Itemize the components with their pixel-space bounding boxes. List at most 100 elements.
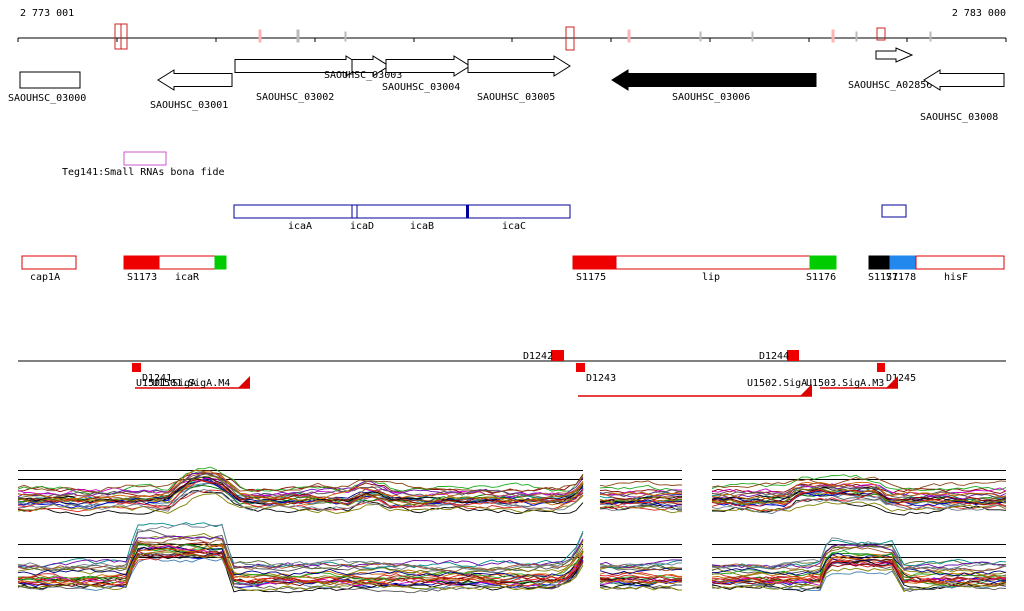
signal-line [17, 543, 584, 582]
signal-line [711, 498, 1007, 516]
signal-line [599, 574, 682, 582]
ruler-mark [876, 27, 886, 41]
signal-line [599, 493, 682, 501]
tss-marker-d1241[interactable] [132, 363, 141, 372]
gene-saouhsc_03006[interactable] [611, 69, 817, 91]
signal-line [711, 476, 1007, 492]
gene-saouhsc_03005[interactable] [467, 55, 571, 77]
signal-line [599, 563, 682, 571]
signal-line [599, 495, 682, 503]
signal-line [17, 473, 584, 494]
gene-label: SAOUHSC_03000 [8, 93, 86, 104]
feature-s1177[interactable] [868, 255, 891, 270]
signal-line [17, 475, 584, 507]
tss-marker-d1244[interactable] [787, 350, 799, 361]
ruler-mark [120, 23, 128, 50]
gene-label: SAOUHSC_03001 [150, 100, 228, 111]
gene-label: SAOUHSC_03004 [382, 82, 460, 93]
ruler-mark [565, 26, 575, 51]
feature-label: lip [702, 272, 720, 283]
srna-box-teg141[interactable] [123, 151, 167, 166]
signal-line [599, 576, 682, 583]
operon-label: icaD [350, 221, 374, 232]
gene-saouhsc_03001[interactable] [157, 69, 233, 91]
signal-line [711, 483, 1007, 497]
operon-box-ica[interactable] [233, 204, 571, 219]
signal-line [17, 535, 584, 569]
transcript-label: U1503.SigA.M3 [806, 378, 884, 389]
signal-line [17, 493, 584, 514]
ruler-mark [344, 31, 347, 42]
ruler-mark [114, 23, 122, 50]
feature-icar[interactable] [158, 255, 216, 270]
feature-s1175[interactable] [572, 255, 617, 270]
signal-line [17, 480, 584, 508]
signal-line [17, 548, 584, 581]
tss-marker-label: D1241 [142, 373, 172, 384]
signal-line [711, 559, 1007, 592]
signal-line [712, 501, 1007, 513]
transcript-end-flag [238, 376, 250, 388]
signal-line [599, 503, 682, 512]
tss-marker-d1245[interactable] [877, 363, 885, 372]
feature-label: cap1A [30, 272, 60, 283]
signal-line [17, 552, 584, 586]
feature-s1178[interactable] [889, 255, 917, 270]
ruler-mark [855, 31, 858, 42]
operon-box-extra[interactable] [881, 204, 907, 218]
signal-line [17, 471, 584, 502]
signal-line [17, 523, 584, 573]
signal-line [711, 488, 1007, 507]
feature-hisf[interactable] [915, 255, 1005, 270]
ruler-mark [699, 31, 702, 42]
feature-s1176[interactable] [809, 255, 837, 270]
signal-line [599, 584, 682, 590]
signal-line [711, 567, 1007, 593]
ruler-end-coordinate: 2 783 000 [951, 8, 1006, 19]
gene-saouhsc_03008[interactable] [923, 69, 1005, 91]
signal-line [17, 542, 584, 572]
ruler-mark [296, 29, 300, 43]
feature-label: S1175 [576, 272, 606, 283]
signal-line [17, 544, 584, 588]
signal-line [711, 486, 1007, 505]
signal-line [17, 522, 584, 569]
ruler-mark [751, 31, 754, 42]
signal-line [599, 499, 682, 507]
feature-cap1a[interactable] [21, 255, 77, 270]
gene-saouhsc_03004[interactable] [385, 55, 471, 77]
feature-lip[interactable] [615, 255, 811, 270]
srna-label: Teg141:Small RNAs bona fide [62, 167, 225, 178]
feature-label: icaR [175, 272, 200, 283]
signal-line [599, 585, 682, 591]
signal-line [17, 546, 584, 578]
tss-marker-d1243[interactable] [576, 363, 585, 372]
feature-s1173[interactable] [123, 255, 160, 270]
feature-label: hisF [944, 272, 968, 283]
signal-line [711, 555, 1007, 587]
signal-line [711, 546, 1007, 573]
signal-line [599, 572, 682, 578]
gene-saouhsc_03000[interactable] [19, 71, 81, 89]
tss-marker-label: D1242 [523, 351, 553, 362]
transcript-end-flag [886, 376, 898, 388]
tss-marker-d1242[interactable] [551, 350, 564, 361]
signal-line [711, 550, 1007, 578]
signal-line [599, 562, 682, 568]
tss-marker-label: D1245 [886, 373, 916, 384]
gene-saouhsc_a02856[interactable] [875, 47, 914, 63]
signal-line [599, 497, 682, 502]
feature-label: S1176 [806, 272, 836, 283]
signal-line [17, 533, 584, 579]
gene-saouhsc_03003[interactable] [351, 55, 390, 77]
gene-label: SAOUHSC_03003 [324, 70, 402, 81]
signal-line [711, 489, 1007, 503]
signal-line [711, 481, 1007, 500]
feature-s1174[interactable] [214, 255, 227, 270]
ruler-mark [627, 29, 631, 43]
signal-line [599, 484, 682, 492]
signal-line [711, 539, 1007, 570]
transcript-label: U1501.SigA [136, 378, 196, 389]
